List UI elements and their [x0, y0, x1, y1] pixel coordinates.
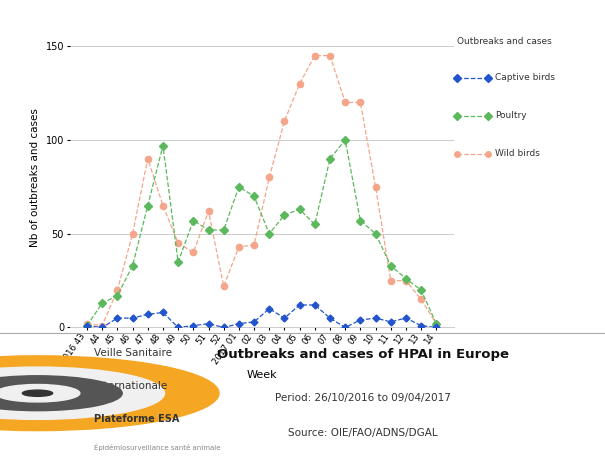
Text: Wild birds: Wild birds: [495, 149, 540, 158]
Circle shape: [22, 390, 53, 396]
Circle shape: [0, 367, 165, 420]
Text: Outbreaks and cases: Outbreaks and cases: [457, 37, 552, 46]
Text: Source: OIE/FAO/ADNS/DGAL: Source: OIE/FAO/ADNS/DGAL: [288, 428, 438, 438]
Circle shape: [0, 376, 122, 411]
Text: Poultry: Poultry: [495, 111, 527, 120]
Circle shape: [0, 385, 80, 402]
Text: Internationale: Internationale: [94, 381, 167, 391]
Text: Period: 26/10/2016 to 09/04/2017: Period: 26/10/2016 to 09/04/2017: [275, 393, 451, 403]
Text: Épidémiosurveillance santé animale: Épidémiosurveillance santé animale: [94, 443, 220, 451]
Text: Plateforme ESA: Plateforme ESA: [94, 414, 179, 425]
Text: Veille Sanitaire: Veille Sanitaire: [94, 349, 172, 358]
X-axis label: Week: Week: [246, 370, 277, 380]
Text: Outbreaks and cases of HPAI in Europe: Outbreaks and cases of HPAI in Europe: [217, 349, 509, 361]
Circle shape: [0, 356, 219, 431]
Y-axis label: Nb of outbreaks and cases: Nb of outbreaks and cases: [30, 108, 40, 247]
Text: Captive birds: Captive birds: [495, 73, 555, 82]
